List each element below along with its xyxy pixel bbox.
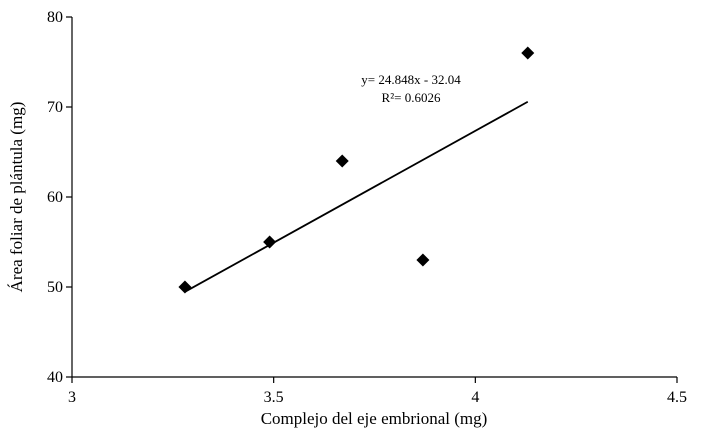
y-axis-title: Área foliar de plántula (mg) <box>7 102 26 293</box>
x-axis-ticks: 3 3.5 4 4.5 <box>68 377 687 406</box>
data-point-diamond <box>178 280 192 294</box>
r-squared-label: R²= 0.6026 <box>382 90 441 105</box>
axes <box>71 17 677 378</box>
data-point-diamond <box>263 235 277 249</box>
x-tick-label: 4 <box>471 389 479 406</box>
x-tick-label: 4.5 <box>667 389 687 406</box>
data-point-diamond <box>521 46 535 60</box>
y-tick-label: 40 <box>47 369 63 386</box>
data-points <box>178 46 535 294</box>
y-tick-label: 70 <box>47 99 63 116</box>
y-tick-label: 50 <box>47 279 63 296</box>
x-tick-label: 3.5 <box>264 389 284 406</box>
data-point-diamond <box>416 253 430 267</box>
trendline-equation: y= 24.848x - 32.04 <box>361 72 461 87</box>
data-point-diamond <box>335 154 349 168</box>
y-tick-label: 80 <box>47 9 63 26</box>
x-axis-title: Complejo del eje embrional (mg) <box>261 409 488 428</box>
x-tick-label: 3 <box>68 389 76 406</box>
trendline <box>184 100 529 293</box>
y-axis-ticks: 40 50 60 70 80 <box>47 9 72 386</box>
y-tick-label: 60 <box>47 189 63 206</box>
